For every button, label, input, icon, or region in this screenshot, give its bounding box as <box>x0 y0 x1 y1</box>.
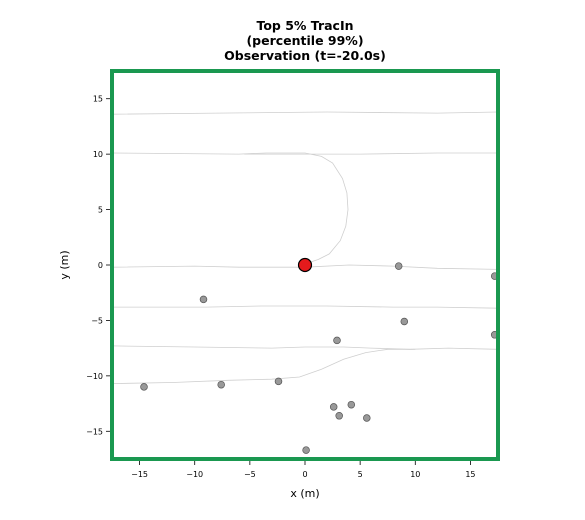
agent-point <box>333 336 341 345</box>
x-axis-label: x (m) <box>290 487 319 500</box>
title-line-1: Top 5% TracIn <box>256 18 353 33</box>
ego-point <box>297 257 313 273</box>
x-tick-label: 10 <box>410 470 420 479</box>
x-axis-ticks: −15 −10 −5 0 5 10 15 <box>131 461 476 479</box>
y-tick-label: 10 <box>93 150 103 159</box>
y-tick-label: 15 <box>93 95 103 104</box>
x-tick-label: −15 <box>131 470 148 479</box>
map-line <box>111 111 499 115</box>
agent-point <box>394 262 403 270</box>
agent-point <box>347 400 356 409</box>
map-lines <box>111 111 499 384</box>
agent-point <box>363 414 371 422</box>
ego-vehicle <box>297 257 313 273</box>
x-tick-label: −10 <box>186 470 203 479</box>
agent-point <box>199 295 208 304</box>
title-line-2: (percentile 99%) <box>246 33 363 48</box>
agent-point <box>140 383 148 391</box>
x-tick-label: 5 <box>358 470 363 479</box>
y-tick-label: 5 <box>98 206 103 215</box>
y-tick-label: 0 <box>98 261 103 270</box>
agent-point <box>400 317 409 326</box>
map-line <box>112 305 499 309</box>
x-tick-label: 15 <box>465 470 475 479</box>
x-tick-label: 0 <box>302 470 307 479</box>
y-tick-label: −10 <box>86 372 103 381</box>
map-line <box>111 264 499 270</box>
title-line-3: Observation (t=-20.0s) <box>224 48 386 63</box>
agent-point <box>335 412 343 420</box>
chart-title: Top 5% TracIn (percentile 99%) Observati… <box>224 18 386 63</box>
x-tick-label: −5 <box>244 470 256 479</box>
y-tick-label: −15 <box>86 427 103 436</box>
map-line <box>111 348 416 384</box>
y-tick-label: −5 <box>91 316 103 325</box>
plot-frame <box>110 69 500 461</box>
y-axis-label: y (m) <box>58 250 71 279</box>
map-line <box>111 345 499 350</box>
map-line <box>244 152 498 155</box>
y-axis-ticks: −15 −10 −5 0 5 10 15 <box>86 95 110 436</box>
agent-point <box>274 377 283 386</box>
map-line <box>111 152 349 265</box>
agent-point <box>329 403 338 411</box>
agent-point <box>302 446 310 454</box>
agent-points <box>140 262 499 454</box>
agent-point <box>217 380 225 389</box>
